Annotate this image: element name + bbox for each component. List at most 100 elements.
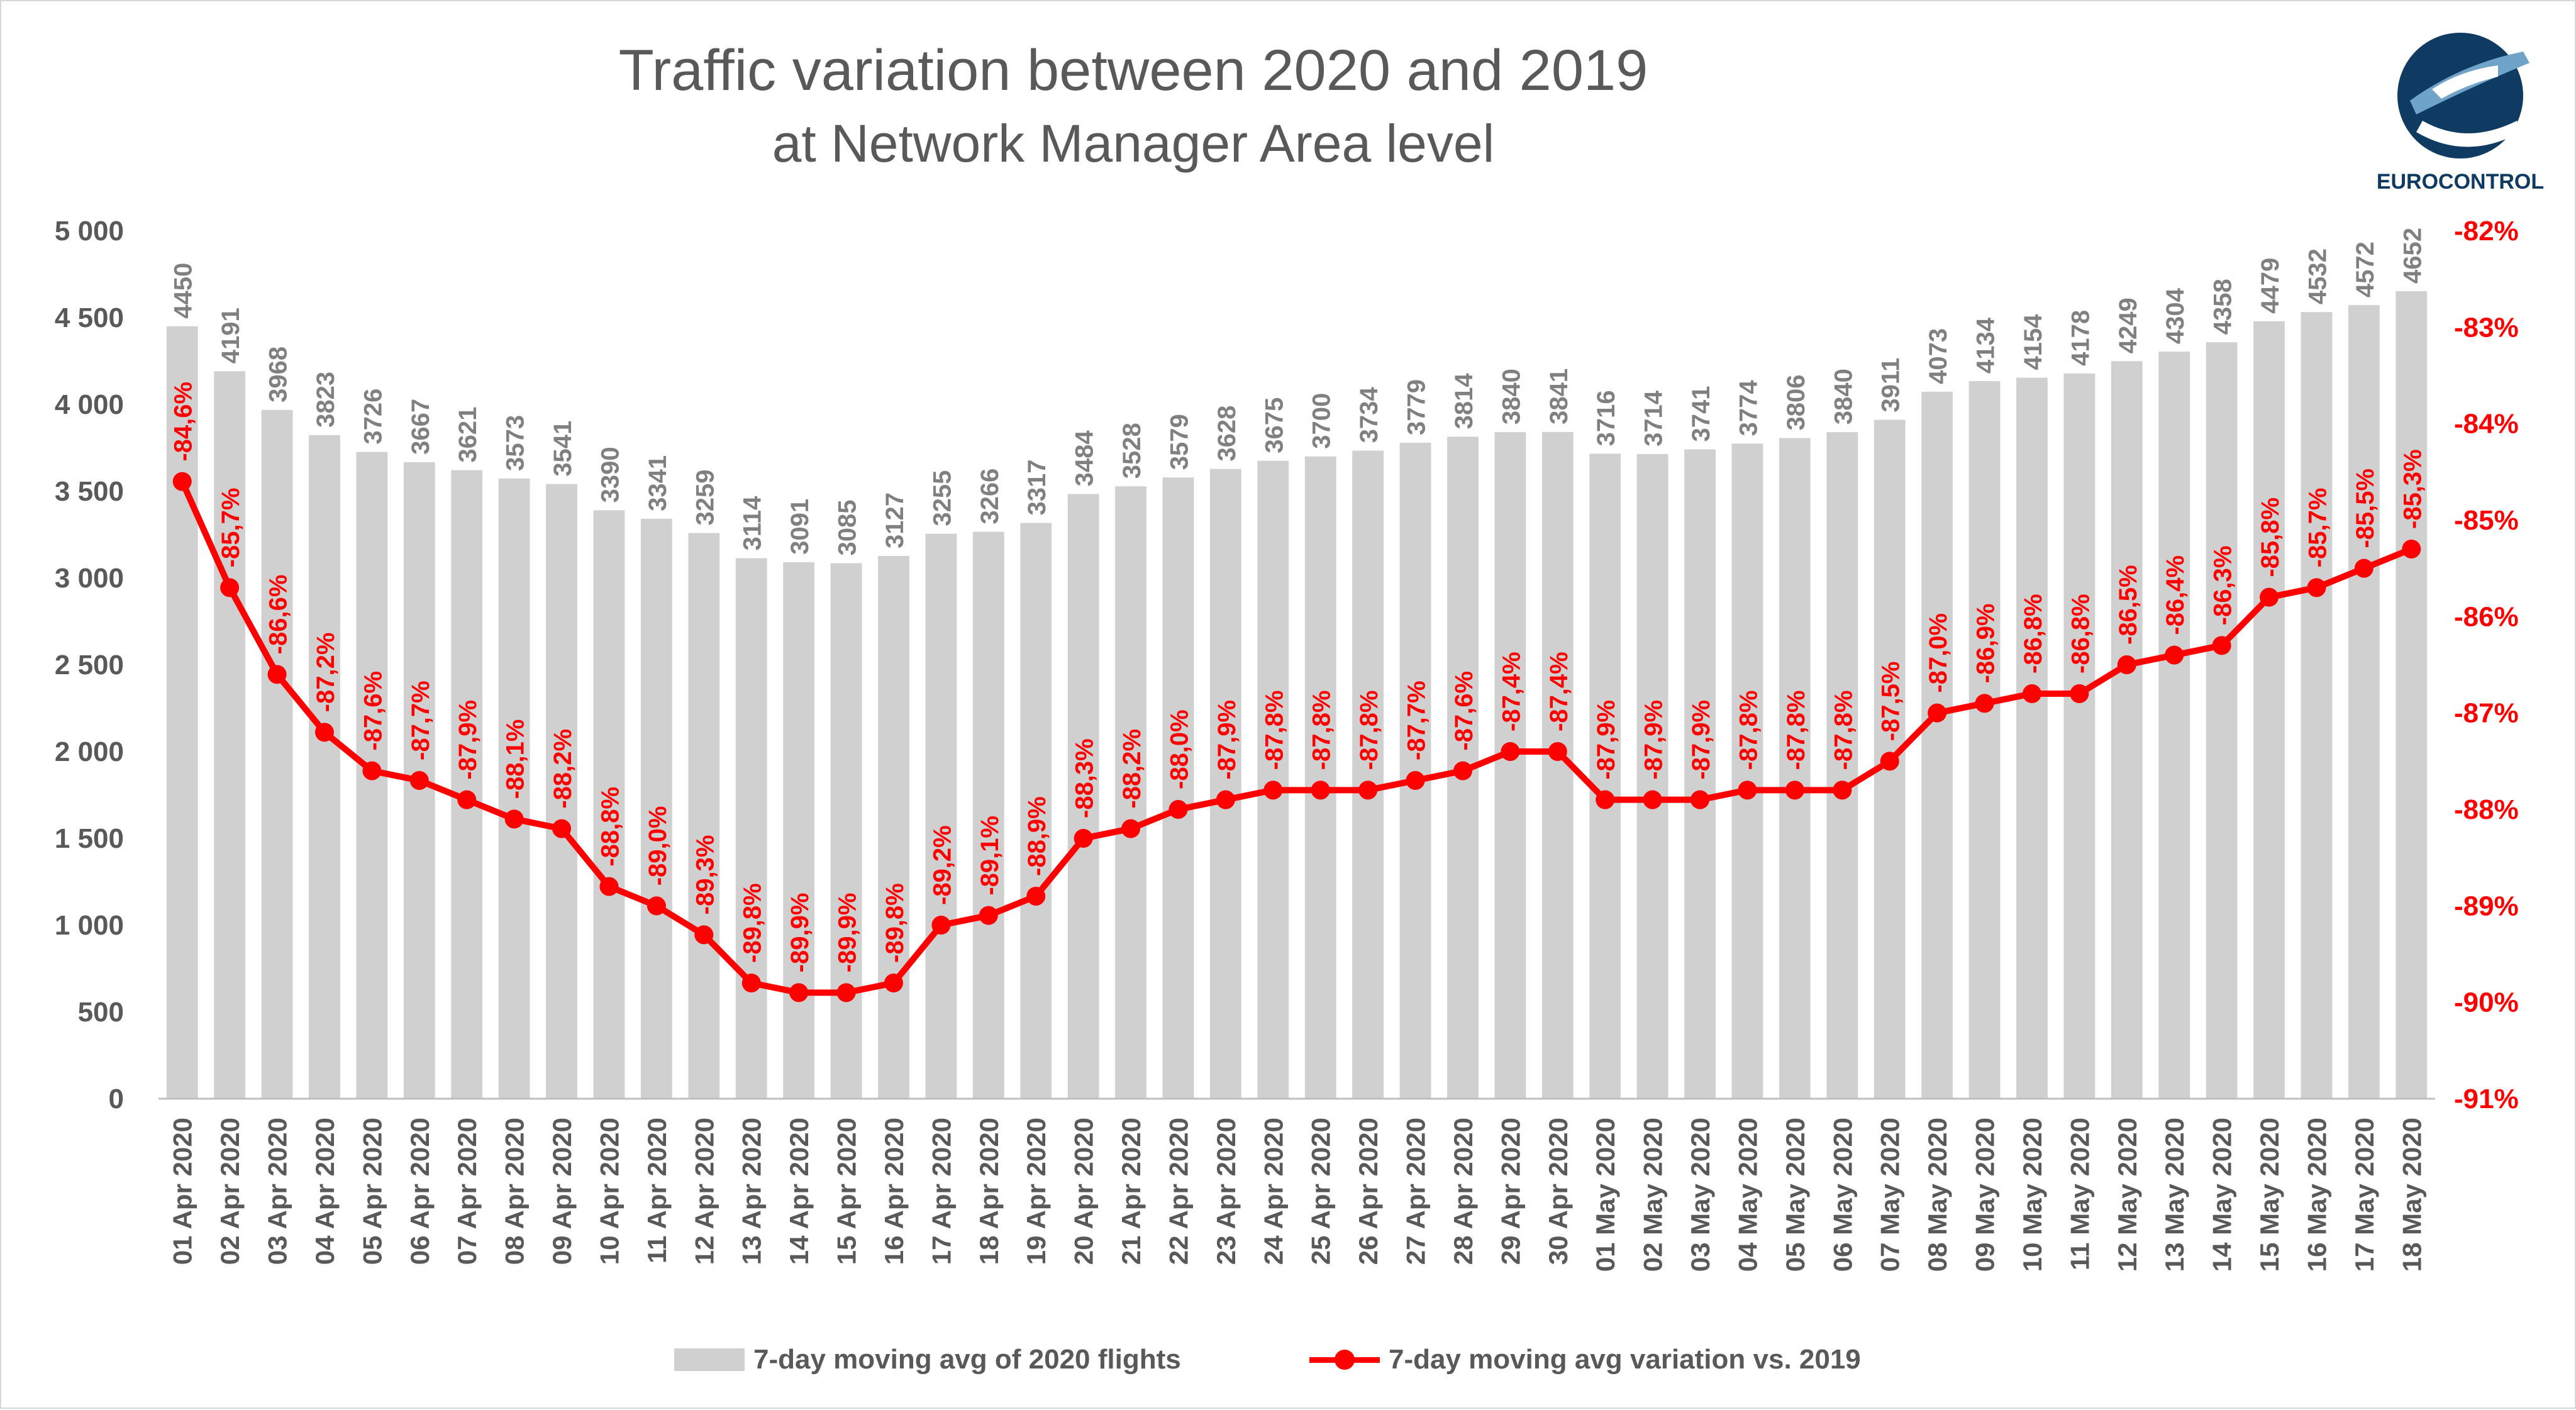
x-tick-label-42: 13 May 2020	[2160, 1118, 2189, 1272]
line-value-label-18: -88,9%	[1023, 796, 1051, 876]
line-value-label-9: -88,8%	[596, 787, 624, 867]
line-value-label-28: -87,4%	[1497, 652, 1525, 731]
y-right-tick-6: -85%	[2454, 505, 2519, 536]
bar-value-label-4: 3726	[359, 389, 387, 445]
bar-10	[640, 518, 672, 1099]
line-point-38	[1975, 694, 1994, 713]
bar-8	[546, 484, 577, 1099]
line-value-label-32: -87,9%	[1687, 700, 1715, 780]
bar-39	[2016, 377, 2048, 1099]
line-value-label-38: -86,9%	[1972, 604, 2000, 684]
bar-19	[1067, 494, 1099, 1099]
x-tick-label-11: 12 Apr 2020	[689, 1118, 719, 1265]
bar-value-label-29: 3841	[1545, 369, 1573, 425]
bar-value-label-46: 4572	[2351, 241, 2379, 297]
bar-47	[2396, 291, 2428, 1099]
x-tick-label-46: 17 May 2020	[2350, 1118, 2379, 1272]
bar-value-label-6: 3621	[454, 407, 482, 463]
x-tick-label-19: 20 Apr 2020	[1069, 1118, 1099, 1265]
line-point-42	[2165, 645, 2184, 665]
bar-30	[1589, 453, 1621, 1099]
line-point-41	[2117, 655, 2136, 674]
x-tick-label-23: 24 Apr 2020	[1258, 1118, 1288, 1265]
line-value-label-4: -87,6%	[359, 671, 387, 751]
bar-value-label-5: 3667	[407, 399, 435, 455]
line-point-24	[1311, 780, 1330, 800]
line-point-8	[552, 819, 572, 838]
line-point-0	[172, 472, 192, 491]
logo-swoosh	[2416, 121, 2521, 147]
bar-value-label-24: 3700	[1308, 393, 1336, 449]
bar-value-label-43: 4358	[2209, 279, 2237, 335]
x-tick-label-30: 01 May 2020	[1591, 1118, 1620, 1272]
line-value-label-25: -87,8%	[1355, 691, 1383, 770]
legend-swatch-bar	[674, 1348, 745, 1371]
line-point-23	[1263, 780, 1283, 800]
line-value-label-3: -87,2%	[312, 633, 340, 713]
y-left-tick-10: 5 000	[55, 216, 124, 247]
line-point-46	[2354, 558, 2373, 578]
line-point-7	[504, 809, 524, 829]
bar-22	[1209, 469, 1241, 1099]
x-tick-label-10: 11 Apr 2020	[642, 1118, 672, 1263]
line-point-6	[457, 790, 477, 809]
line-value-label-41: -86,5%	[2114, 565, 2142, 645]
x-tick-label-20: 21 Apr 2020	[1116, 1118, 1146, 1265]
bar-0	[166, 326, 198, 1099]
line-point-9	[599, 877, 619, 896]
bar-value-label-47: 4652	[2399, 228, 2426, 284]
bar-value-label-11: 3259	[691, 470, 719, 526]
bar-45	[2301, 312, 2333, 1099]
bar-12	[735, 558, 767, 1099]
y-left-tick-7: 3 500	[55, 476, 124, 507]
line-value-label-24: -87,8%	[1308, 691, 1336, 770]
bar-value-label-15: 3127	[881, 492, 909, 548]
bar-value-label-3: 3823	[312, 372, 340, 428]
line-value-label-34: -87,8%	[1782, 691, 1810, 770]
line-point-32	[1690, 790, 1710, 809]
line-point-12	[741, 974, 761, 992]
x-tick-label-5: 06 Apr 2020	[405, 1118, 435, 1265]
bar-value-label-10: 3341	[644, 455, 672, 511]
line-point-15	[884, 974, 903, 992]
bar-18	[1020, 523, 1052, 1099]
line-value-label-21: -88,0%	[1165, 709, 1193, 789]
bar-3	[309, 435, 340, 1099]
bar-44	[2253, 321, 2285, 1099]
bar-value-label-36: 3911	[1877, 358, 1905, 413]
y-left-tick-3: 1 500	[55, 823, 124, 854]
line-point-37	[1928, 703, 1947, 723]
x-tick-label-36: 07 May 2020	[1875, 1118, 1905, 1272]
y-left-tick-6: 3 000	[55, 563, 124, 594]
y-axis-labels: 0 500 1 000 1 500 2 000 2 500 3 000 3 500 4 000 4…	[55, 216, 2519, 1114]
bar-value-label-26: 3779	[1403, 379, 1431, 435]
y-right-tick-4: -87%	[2454, 698, 2519, 729]
bar-value-label-44: 4479	[2257, 258, 2284, 314]
bar-6	[451, 470, 483, 1099]
line-point-17	[979, 906, 998, 925]
line-value-label-8: -88,2%	[549, 729, 577, 809]
x-tick-label-34: 05 May 2020	[1780, 1118, 1810, 1272]
bar-value-label-34: 3806	[1782, 375, 1810, 431]
bar-value-labels: 4450 4191 3968 3823 3726 3667 3621 3573 3541 3390…	[170, 228, 2427, 555]
y-right-tick-7: -84%	[2454, 409, 2519, 440]
x-tick-label-32: 03 May 2020	[1685, 1118, 1715, 1272]
line-value-label-40: -86,8%	[2067, 594, 2094, 674]
y-right-tick-3: -88%	[2454, 794, 2519, 825]
line-point-28	[1501, 742, 1520, 761]
bar-15	[878, 555, 909, 1099]
line-value-label-33: -87,8%	[1735, 691, 1762, 770]
line-value-label-13: -89,9%	[786, 893, 814, 973]
x-tick-label-7: 08 Apr 2020	[500, 1118, 530, 1265]
x-tick-label-3: 04 Apr 2020	[310, 1118, 340, 1265]
bar-value-label-1: 4191	[217, 308, 245, 364]
bar-40	[2063, 373, 2096, 1099]
line-value-label-1: -85,7%	[217, 488, 245, 568]
bar-value-label-42: 4304	[2162, 287, 2189, 344]
x-tick-label-35: 06 May 2020	[1828, 1118, 1857, 1272]
x-tick-label-24: 25 Apr 2020	[1306, 1118, 1336, 1265]
line-value-label-37: -87,0%	[1924, 613, 1952, 693]
bar-value-label-31: 3714	[1640, 390, 1668, 447]
bar-20	[1115, 486, 1146, 1099]
bar-value-label-12: 3114	[739, 496, 767, 551]
